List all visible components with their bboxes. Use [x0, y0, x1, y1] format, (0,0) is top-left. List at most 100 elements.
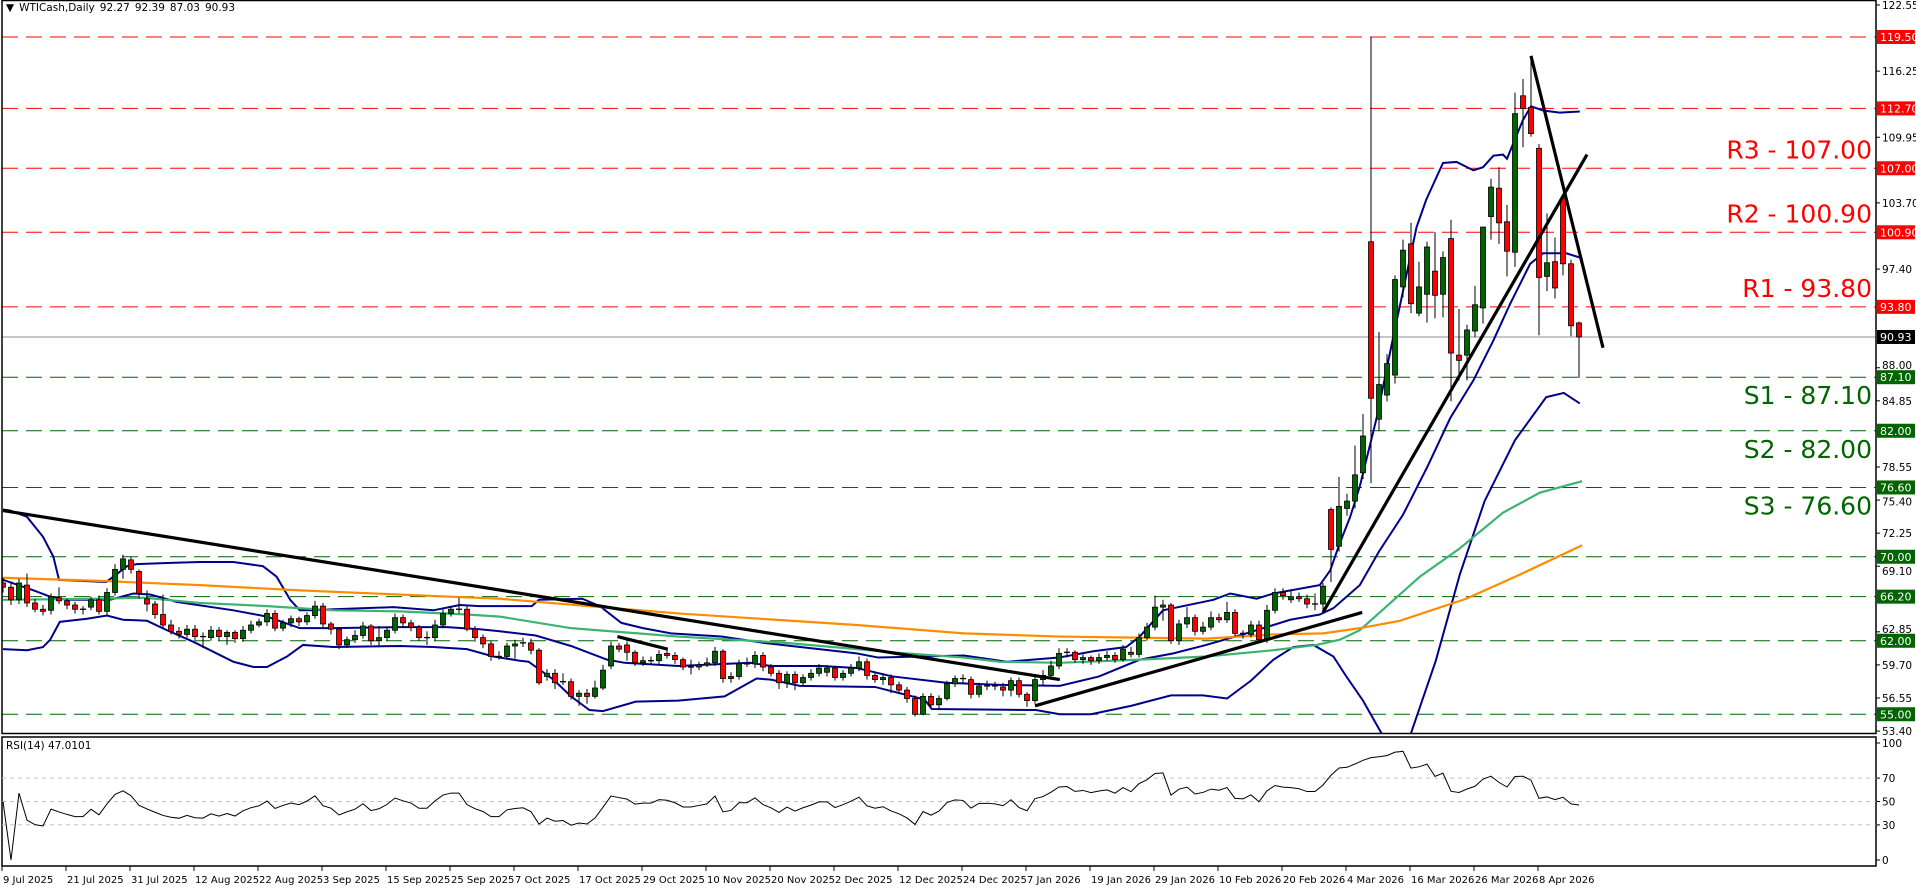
trendline[interactable]: [1321, 153, 1589, 614]
candle: [1104, 651, 1110, 661]
trendline[interactable]: [1034, 610, 1363, 708]
candle-body: [928, 696, 934, 706]
candle: [1080, 654, 1086, 664]
candle: [936, 695, 942, 709]
level-price-text: 87.10: [1880, 371, 1912, 384]
candle-body: [1152, 606, 1158, 628]
candle: [560, 673, 566, 685]
candle: [1000, 682, 1006, 697]
candle-body: [1016, 680, 1022, 695]
candle: [976, 682, 982, 698]
candle: [544, 669, 550, 681]
candle-body: [232, 631, 238, 640]
candle: [8, 581, 14, 606]
candle-body: [640, 660, 646, 664]
candle-body: [840, 672, 846, 678]
candle: [608, 641, 614, 670]
candle: [720, 649, 726, 683]
candle: [1280, 588, 1286, 600]
candle: [328, 621, 334, 635]
price-tick-label: 69.10: [1882, 566, 1912, 578]
candle: [312, 600, 318, 619]
candle-body: [1568, 263, 1574, 327]
rsi-line: [2, 750, 1580, 861]
candle-body: [1496, 187, 1502, 224]
candle: [656, 650, 662, 664]
candle-body: [528, 642, 534, 651]
chart-header: ▼ WTICash,Daily 92.27 92.39 87.03 90.93: [6, 2, 240, 14]
candle-body: [464, 608, 470, 630]
candle: [776, 670, 782, 690]
candle-body: [1416, 286, 1422, 314]
triangle-down-icon[interactable]: ▼: [6, 2, 15, 14]
candle: [144, 590, 150, 612]
candle: [264, 609, 270, 627]
candle-body: [1112, 655, 1118, 661]
candle: [1320, 583, 1326, 611]
candle: [496, 651, 502, 660]
candle: [840, 670, 846, 681]
price-tick-label: 88.00: [1882, 360, 1912, 372]
candle-body: [704, 662, 710, 666]
candle-body: [856, 661, 862, 669]
candle: [1112, 652, 1118, 663]
candle: [184, 625, 190, 638]
candle-body: [1544, 262, 1550, 277]
candle: [136, 569, 142, 599]
candle-body: [768, 666, 774, 674]
candle: [528, 638, 534, 655]
candle-body: [1328, 509, 1334, 550]
price-tick-label: 53.40: [1882, 726, 1912, 738]
candle: [320, 602, 326, 628]
level-price-box: [1877, 370, 1915, 385]
level-price-text: 119.50: [1880, 31, 1916, 44]
price-tick-label: 116.25: [1882, 66, 1916, 78]
candle: [168, 619, 174, 635]
candle: [1344, 493, 1350, 516]
candle-body: [920, 696, 926, 715]
time-axis[interactable]: 9 Jul 2025 21 Jul 2025 31 Jul 2025 12 Aug 2…: [1, 866, 1594, 886]
candle-body: [600, 669, 606, 689]
candle: [800, 674, 806, 686]
candle: [856, 656, 862, 672]
candle-body: [1520, 95, 1526, 109]
bb-upper-line: [2, 105, 1580, 663]
candle: [360, 621, 366, 639]
candle: [160, 594, 166, 629]
date-label: 22 Aug 2025: [259, 875, 323, 886]
candle: [1168, 602, 1174, 644]
candle: [1560, 194, 1566, 276]
candle-body: [808, 672, 814, 678]
candle: [568, 678, 574, 700]
candle: [112, 564, 118, 596]
candle: [248, 620, 254, 634]
candle-body: [896, 684, 902, 691]
candle-body: [1280, 592, 1286, 597]
candle-body: [448, 608, 454, 614]
trendline[interactable]: [2, 508, 1061, 682]
price-axis[interactable]: 119.50 112.70 107.00 100.90 93.80 87.10 82.00 7…: [1876, 0, 1916, 738]
candle-body: [1096, 657, 1102, 662]
date-label: 20 Nov 2025: [771, 875, 835, 886]
candle: [1088, 655, 1094, 665]
date-label: 26 Mar 2026: [1475, 875, 1538, 886]
candle: [912, 695, 918, 717]
candle-body: [1472, 304, 1478, 332]
trendline[interactable]: [617, 634, 669, 651]
candle: [192, 625, 198, 640]
candle-body: [56, 597, 62, 602]
level-price-box: [1877, 707, 1915, 722]
trendlines[interactable]: [2, 55, 1605, 708]
candle-body: [776, 672, 782, 684]
candle-body: [872, 675, 878, 681]
candle-body: [1136, 637, 1142, 655]
candle: [712, 647, 718, 666]
candle-body: [904, 689, 910, 699]
candle-body: [472, 628, 478, 639]
trendline[interactable]: [1529, 55, 1605, 349]
candle-body: [120, 558, 126, 570]
candle: [992, 681, 998, 691]
candle-body: [360, 625, 366, 636]
date-label: 7 Oct 2025: [515, 875, 570, 886]
